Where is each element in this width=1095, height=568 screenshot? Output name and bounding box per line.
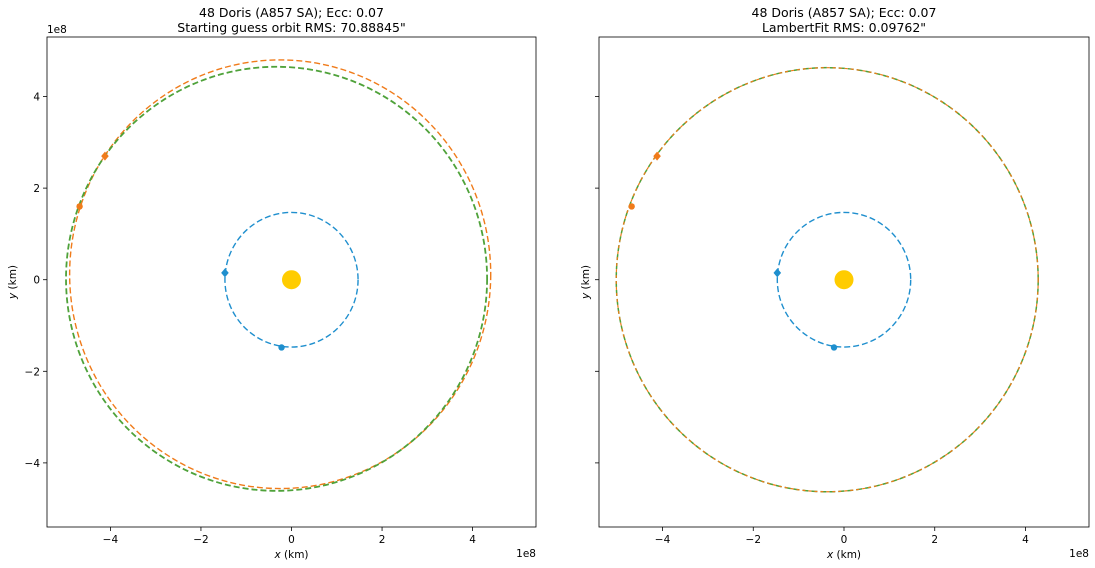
plot-area [615,66,1039,493]
y-axis-label-unit: (km) [7,265,19,293]
y-axis-label: y (km) [7,265,19,300]
sun-marker [282,270,301,290]
chart-panel-2: 48 Doris (A857 SA); Ecc: 0.07LambertFit … [580,5,1090,561]
y-axis-label-var: y [580,292,592,300]
x-offset-text: 1e8 [516,548,536,560]
orbit-line-1 [776,211,912,348]
orbit-line-2 [615,66,1039,493]
chart-subtitle: Starting guess orbit RMS: 70.88845" [177,20,405,35]
x-tick-label: −4 [103,534,119,546]
y-axis-label-unit: (km) [580,265,592,293]
sun-marker [834,270,854,290]
y-axis-label-var: y [7,292,19,300]
x-tick-label: 4 [1022,534,1029,546]
x-tick-label: 4 [469,534,476,546]
x-axis-label-var: x [826,549,834,561]
x-tick-label: −2 [193,534,208,546]
position-marker-circle-4 [628,203,635,210]
y-offset-text: 1e8 [47,24,67,36]
y-tick-label: −2 [25,366,40,378]
x-tick-label: 2 [931,534,938,546]
orbit-line-3 [65,65,488,492]
x-tick-label: 2 [379,534,386,546]
orbit-line-1 [224,211,359,348]
x-axis-label-unit: (km) [281,549,309,561]
x-tick-label: 0 [841,534,848,546]
position-marker-diamond-3 [101,151,109,161]
y-tick-label: 2 [33,183,40,195]
position-marker-diamond-3 [653,151,661,161]
chart-title: 48 Doris (A857 SA); Ecc: 0.07 [199,5,384,20]
position-marker-diamond-1 [221,268,229,278]
plot-area [65,59,492,492]
chart-subtitle: LambertFit RMS: 0.09762" [762,20,926,35]
y-tick-label: 0 [33,275,40,287]
orbit-line-2 [68,59,492,490]
position-marker-circle-4 [76,203,83,210]
y-axis-label: y (km) [580,265,592,300]
position-marker-circle-2 [830,344,838,351]
position-marker-diamond-1 [773,268,782,278]
x-axis-label-var: x [273,549,281,561]
x-axis-label: x (km) [826,549,861,561]
x-offset-text: 1e8 [1069,548,1089,560]
chart-title: 48 Doris (A857 SA); Ecc: 0.07 [752,5,937,20]
x-axis-label: x (km) [273,549,308,561]
y-tick-label: 4 [33,92,40,104]
x-tick-label: −2 [746,534,761,546]
orbit-line-3 [615,67,1039,493]
x-axis-label-unit: (km) [833,549,861,561]
x-tick-label: −4 [655,534,671,546]
x-tick-label: 0 [288,534,295,546]
y-tick-label: −4 [25,458,41,470]
position-marker-circle-2 [278,344,285,351]
